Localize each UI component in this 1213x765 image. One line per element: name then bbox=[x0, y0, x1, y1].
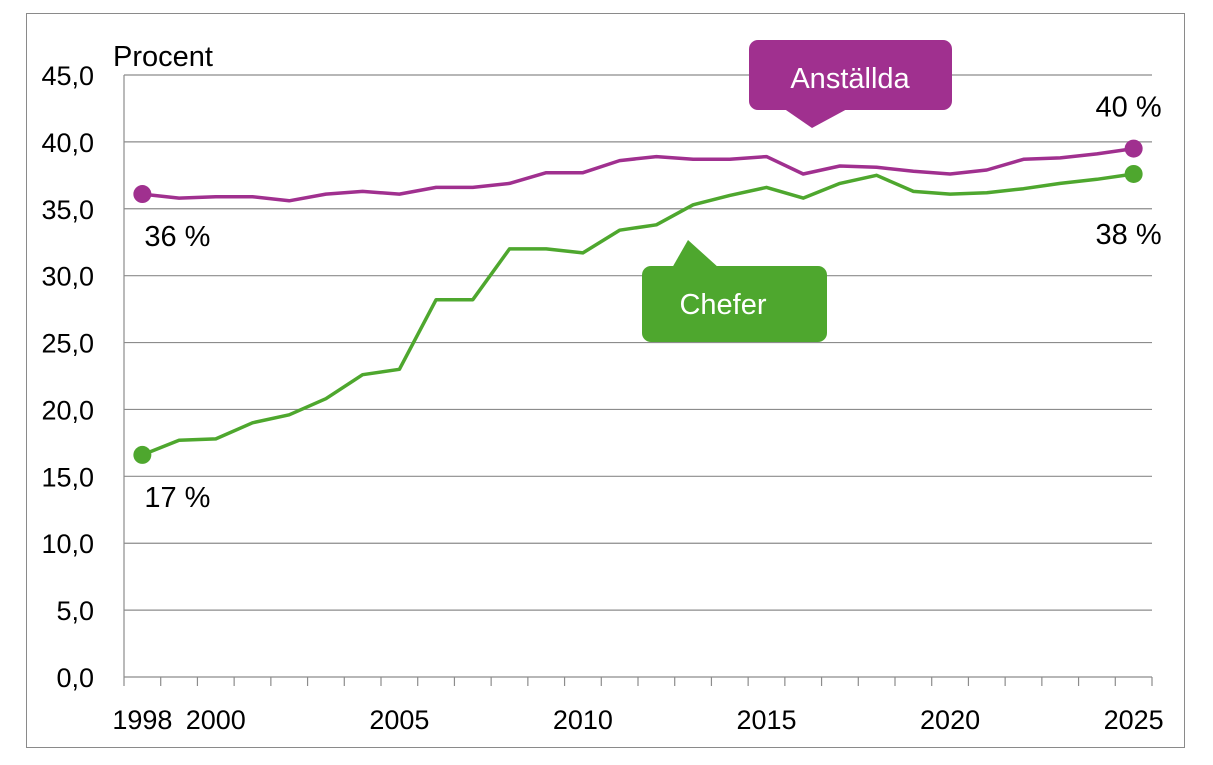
callout-anstallda: Anställda bbox=[749, 40, 952, 128]
callout-pointer bbox=[783, 108, 849, 128]
y-tick-label: 45,0 bbox=[41, 61, 94, 91]
callout-box bbox=[749, 40, 952, 110]
callout-box bbox=[642, 266, 827, 342]
callout-label-chefer: Chefer bbox=[679, 289, 766, 321]
start-label-anst-llda: 36 % bbox=[144, 221, 210, 253]
x-tick-label: 2020 bbox=[920, 705, 980, 735]
start-point-anst-llda bbox=[133, 185, 152, 204]
start-point-chefer bbox=[133, 445, 152, 464]
y-tick-label: 25,0 bbox=[41, 329, 94, 359]
y-tick-label: 15,0 bbox=[41, 462, 94, 492]
x-tick-label: 2025 bbox=[1104, 705, 1164, 735]
series-line-anst-llda bbox=[142, 146, 1134, 203]
y-tick-label: 30,0 bbox=[41, 262, 94, 292]
y-tick-label: 10,0 bbox=[41, 529, 94, 559]
data-labels: 36 % 40 % 17 % 38 % bbox=[144, 92, 1161, 514]
axes: 0,0 5,0 10,0 15,0 20,0 25,0 30,0 35,0 40,0 45,0 19… bbox=[41, 61, 1163, 735]
x-tick-label: 2010 bbox=[553, 705, 613, 735]
callout-pointer bbox=[672, 240, 719, 268]
y-tick-label: 20,0 bbox=[41, 395, 94, 425]
y-tick-label: 40,0 bbox=[41, 128, 94, 158]
start-label-chefer: 17 % bbox=[144, 482, 210, 514]
end-label-anst-llda: 40 % bbox=[1096, 92, 1162, 124]
x-tick-label: 2015 bbox=[736, 705, 796, 735]
y-axis-title: Procent bbox=[113, 41, 213, 73]
end-label-chefer: 38 % bbox=[1096, 219, 1162, 251]
series-endpoints bbox=[133, 139, 1143, 464]
callout-label-anstallda: Anställda bbox=[790, 63, 910, 95]
series-callouts: Anställda Chefer bbox=[642, 40, 952, 342]
y-tick-label: 0,0 bbox=[56, 663, 94, 693]
series-lines bbox=[141, 146, 1134, 457]
chart-frame bbox=[26, 13, 1185, 748]
callout-chefer: Chefer bbox=[642, 240, 827, 342]
gridlines bbox=[124, 74, 1152, 611]
series-line-chefer bbox=[141, 172, 1134, 457]
x-tick-label: 2000 bbox=[186, 705, 246, 735]
y-tick-label: 5,0 bbox=[56, 596, 94, 626]
end-point-anst-llda bbox=[1124, 139, 1143, 158]
end-point-chefer bbox=[1124, 164, 1143, 183]
y-tick-label: 35,0 bbox=[41, 195, 94, 225]
x-tick-label: 1998 bbox=[112, 705, 172, 735]
x-tick-label: 2005 bbox=[369, 705, 429, 735]
